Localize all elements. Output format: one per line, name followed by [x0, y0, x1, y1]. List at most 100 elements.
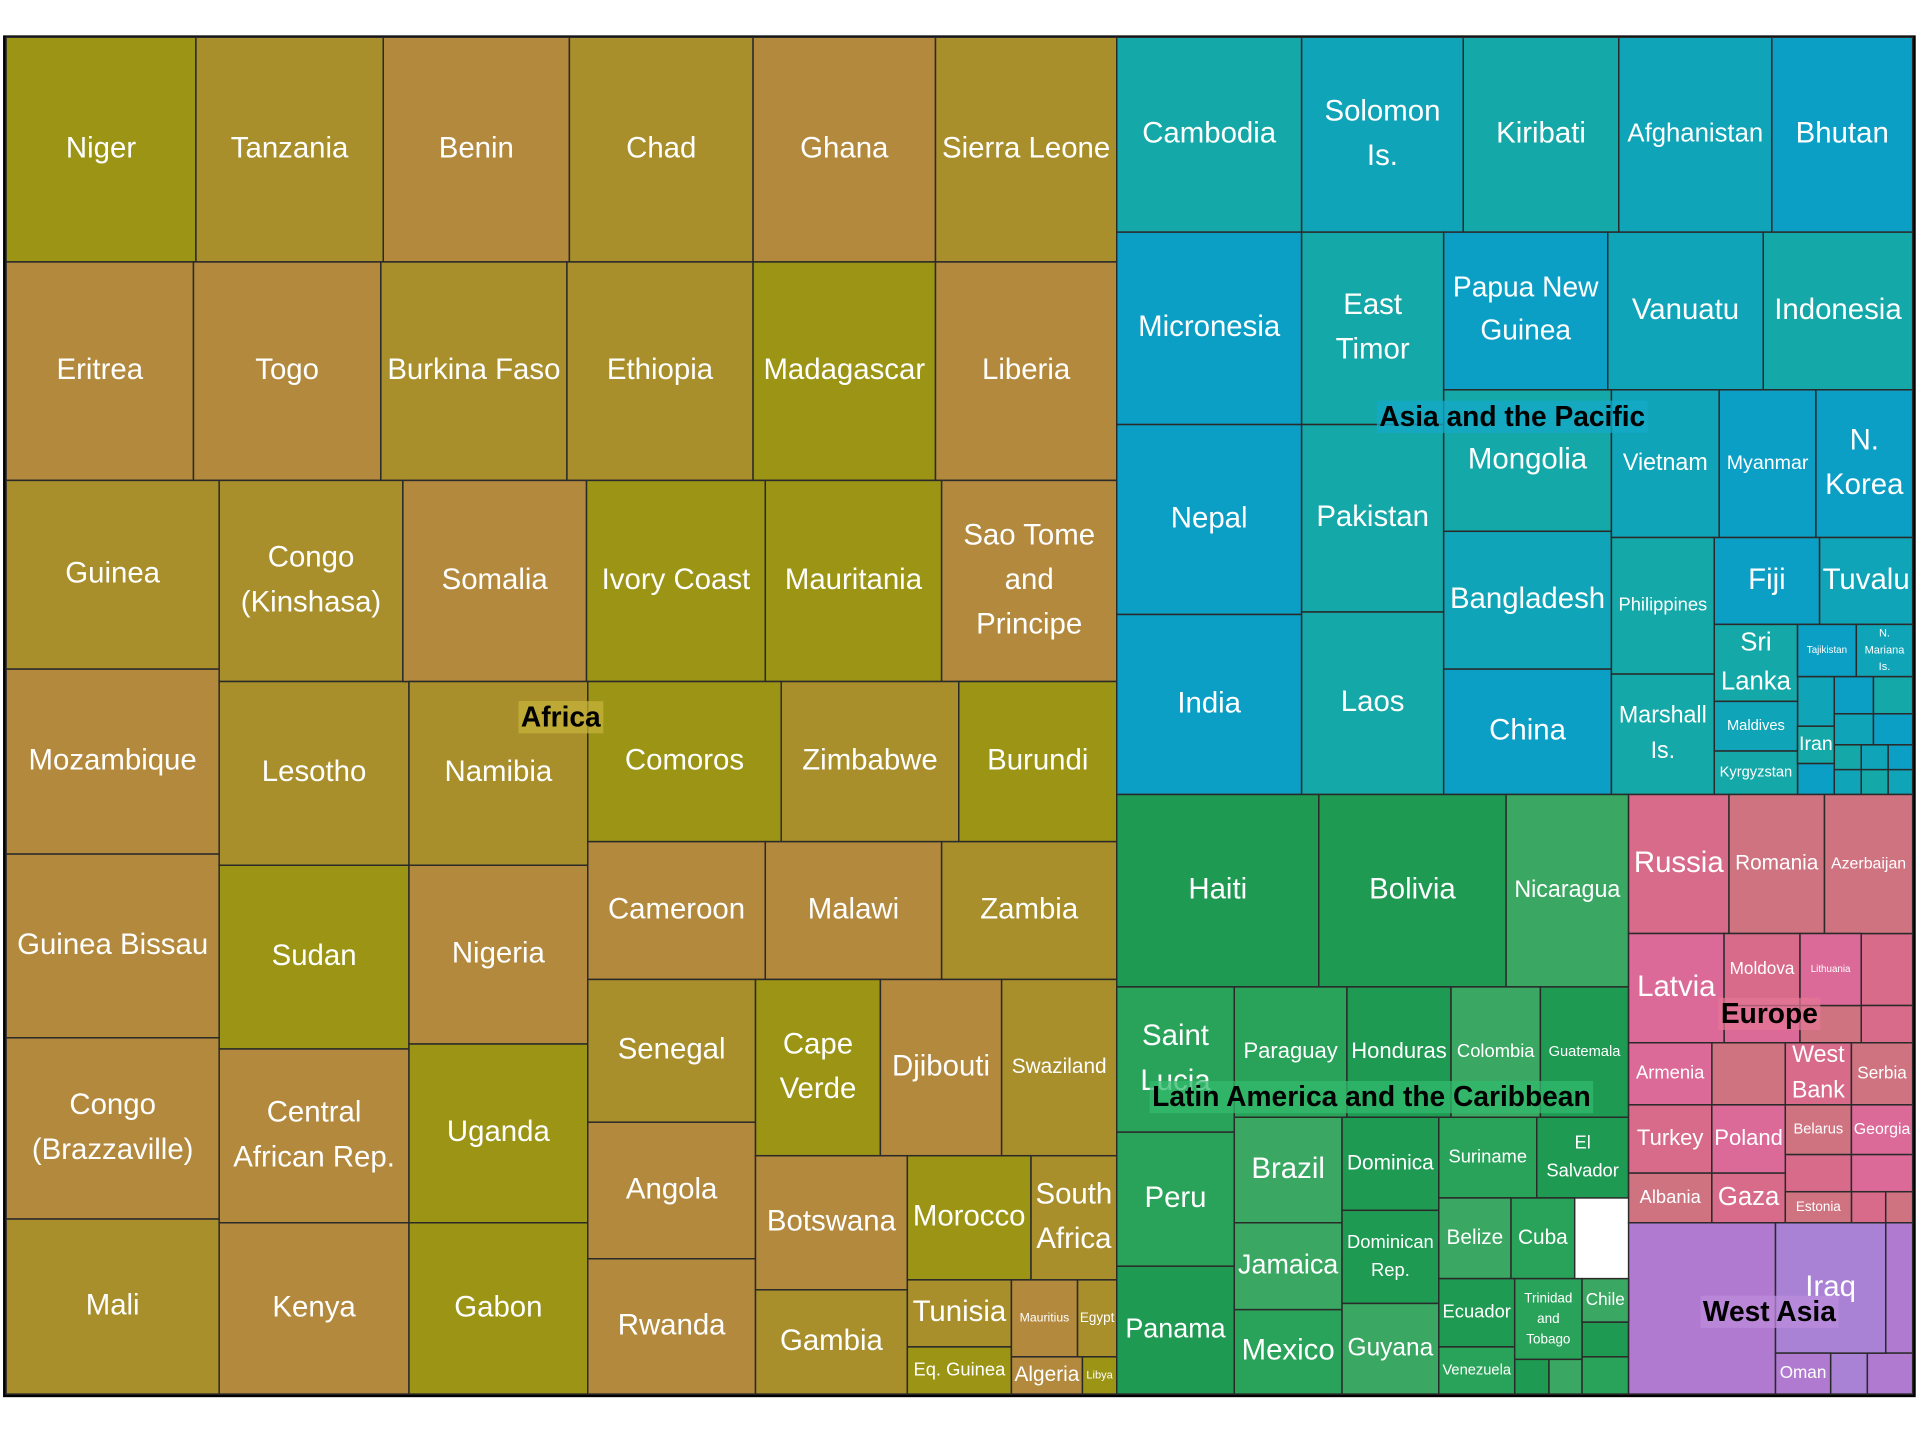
- cell-label: East Timor: [1336, 288, 1410, 366]
- cell-label: Congo (Brazzaville): [32, 1088, 194, 1166]
- cell-label: Bhutan: [1796, 116, 1889, 149]
- cell-label: Sudan: [272, 939, 357, 972]
- cell-label: Morocco: [913, 1199, 1026, 1232]
- cell: [5, 1218, 220, 1395]
- cell-label: Madagascar: [763, 353, 925, 386]
- cell: [1610, 673, 1716, 796]
- cell-label: Iran: [1799, 733, 1833, 755]
- cell: [1850, 1190, 1887, 1224]
- cell-label: Lesotho: [262, 755, 367, 788]
- cell: [1884, 1222, 1914, 1354]
- cell-label: Mozambique: [29, 743, 197, 776]
- cell-label: Congo (Kinshasa): [241, 540, 381, 618]
- cell-label: Romania: [1735, 851, 1819, 874]
- cell: [1784, 1104, 1853, 1156]
- cell: [1860, 932, 1914, 1007]
- cell: [879, 978, 1003, 1157]
- cell-label: Liberia: [982, 353, 1071, 386]
- cell: [1718, 389, 1817, 539]
- cell-label: Gaza: [1718, 1183, 1780, 1211]
- cell: [587, 978, 757, 1123]
- cell-label: Colombia: [1457, 1040, 1535, 1061]
- cell-label: Somalia: [442, 563, 549, 596]
- cell: [1774, 1222, 1887, 1354]
- cell-label: Ethiopia: [607, 353, 714, 386]
- cell: [1833, 713, 1875, 746]
- cell: [1513, 1277, 1583, 1361]
- cell: [566, 261, 754, 482]
- cell: [934, 261, 1118, 482]
- cell: [764, 479, 943, 683]
- cell-label: Guatemala: [1549, 1044, 1622, 1060]
- group-label-bg: [1700, 1295, 1839, 1328]
- cell: [1233, 1308, 1343, 1395]
- cell: [1850, 1104, 1914, 1156]
- cell: [934, 36, 1118, 263]
- cell: [1711, 1042, 1787, 1106]
- cell-label: Serbia: [1857, 1062, 1907, 1082]
- cell-label: Sao Tome and Principe: [963, 518, 1095, 641]
- cell: [1887, 768, 1914, 796]
- cell: [5, 853, 220, 1039]
- cell-label: Eritrea: [57, 353, 144, 386]
- cell: [408, 864, 589, 1045]
- cell: [1799, 932, 1862, 1007]
- group-label-bg: [1149, 1080, 1594, 1114]
- cell-label: Haiti: [1188, 872, 1247, 905]
- cell-label: Mongolia: [1468, 442, 1588, 475]
- cell: [1300, 611, 1445, 796]
- cell-label: Eq. Guinea: [913, 1358, 1006, 1379]
- cell-label: Tanzania: [231, 131, 349, 164]
- cell-label: Philippines: [1618, 594, 1707, 615]
- cell-label: Laos: [1341, 685, 1405, 718]
- cell-label: Namibia: [444, 755, 552, 788]
- cell-label: Dominican Rep.: [1347, 1231, 1434, 1280]
- cell: [195, 36, 384, 263]
- cell-label: Mauritania: [785, 563, 923, 596]
- cell-label: El Salvador: [1546, 1131, 1618, 1180]
- cell: [1010, 1356, 1084, 1395]
- cell-label: Guinea Bissau: [17, 928, 208, 961]
- cell-label: Marshall Is.: [1619, 702, 1707, 764]
- cell-label: Kiribati: [1496, 116, 1586, 149]
- cell-label: Papua New Guinea: [1453, 272, 1599, 347]
- cell: [906, 1279, 1013, 1348]
- cell-label: Mexico: [1242, 1334, 1335, 1367]
- cell-label: Chad: [626, 131, 696, 164]
- cell-label: Myanmar: [1727, 452, 1809, 474]
- cell: [1627, 1042, 1713, 1106]
- cell-label: Bolivia: [1369, 872, 1456, 905]
- cell: [1513, 1358, 1550, 1395]
- cell: [1341, 1116, 1440, 1212]
- cell: [1829, 1352, 1869, 1395]
- cell-label: Azerbaijan: [1831, 854, 1906, 872]
- cell-label: Mauritius: [1020, 1311, 1070, 1325]
- cell-label: Tajikistan: [1807, 645, 1847, 656]
- cell: [1318, 793, 1507, 988]
- cell-label: Guinea: [65, 556, 160, 589]
- cell-label: Estonia: [1796, 1199, 1841, 1214]
- cell: [5, 1037, 220, 1220]
- cell: [587, 680, 782, 843]
- cell: [1887, 744, 1914, 771]
- cell-label: Gabon: [454, 1290, 542, 1323]
- cell-label: Trinidad and Tobago: [1524, 1290, 1572, 1346]
- cell: [1030, 1154, 1118, 1281]
- cell-label: Cape Verde: [780, 1027, 857, 1105]
- cell: [1784, 1153, 1853, 1193]
- cell: [1233, 1222, 1343, 1311]
- cell-label: Sierra Leone: [942, 131, 1110, 164]
- group-label-bg: [1376, 400, 1648, 433]
- cell-label: Algeria: [1015, 1363, 1080, 1386]
- cell: [1833, 768, 1862, 796]
- cell: [1823, 793, 1914, 935]
- cell: [408, 1222, 589, 1395]
- cell-label: Paraguay: [1243, 1038, 1338, 1063]
- cell: [1855, 623, 1914, 678]
- cell: [218, 1222, 410, 1395]
- cell-label: Guyana: [1348, 1334, 1434, 1361]
- cell-label: South Africa: [1035, 1177, 1112, 1255]
- cell-label: Cameroon: [608, 892, 745, 925]
- cell: [1581, 1356, 1630, 1395]
- cell-label: Nicaragua: [1514, 876, 1621, 902]
